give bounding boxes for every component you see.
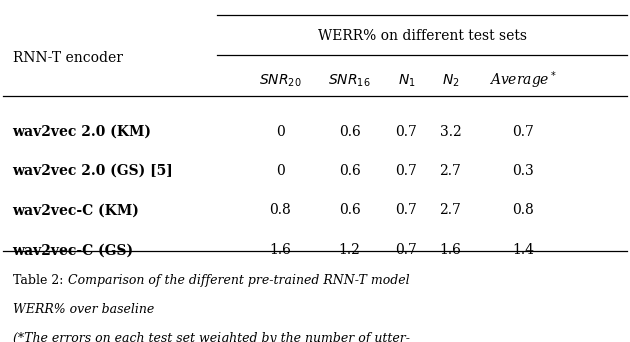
Text: 1.4: 1.4 bbox=[512, 244, 534, 257]
Text: 0.6: 0.6 bbox=[339, 203, 360, 217]
Text: 0.3: 0.3 bbox=[512, 164, 534, 178]
Text: 0.7: 0.7 bbox=[396, 125, 417, 139]
Text: 0.8: 0.8 bbox=[512, 203, 534, 217]
Text: 0.7: 0.7 bbox=[396, 244, 417, 257]
Text: 2.7: 2.7 bbox=[440, 203, 461, 217]
Text: 0.8: 0.8 bbox=[270, 203, 291, 217]
Text: wav2vec 2.0 (GS) [5]: wav2vec 2.0 (GS) [5] bbox=[13, 164, 173, 178]
Text: 0.7: 0.7 bbox=[396, 164, 417, 178]
Text: $SNR_{16}$: $SNR_{16}$ bbox=[328, 72, 371, 89]
Text: 0.7: 0.7 bbox=[396, 203, 417, 217]
Text: RNN-T encoder: RNN-T encoder bbox=[13, 51, 123, 65]
Text: 0.7: 0.7 bbox=[512, 125, 534, 139]
Text: 1.2: 1.2 bbox=[339, 244, 360, 257]
Text: 0.6: 0.6 bbox=[339, 125, 360, 139]
Text: WERR% on different test sets: WERR% on different test sets bbox=[318, 29, 527, 43]
Text: 3.2: 3.2 bbox=[440, 125, 461, 139]
Text: WERR% over baseline: WERR% over baseline bbox=[13, 303, 154, 316]
Text: 1.6: 1.6 bbox=[270, 244, 291, 257]
Text: 0.6: 0.6 bbox=[339, 164, 360, 178]
Text: wav2vec-C (KM): wav2vec-C (KM) bbox=[13, 203, 139, 217]
Text: Average$^*$: Average$^*$ bbox=[489, 69, 557, 91]
Text: $N_2$: $N_2$ bbox=[442, 72, 459, 89]
Text: wav2vec 2.0 (KM): wav2vec 2.0 (KM) bbox=[13, 125, 152, 139]
Text: $N_1$: $N_1$ bbox=[398, 72, 415, 89]
Text: Comparison of the different pre-trained RNN-T model: Comparison of the different pre-trained … bbox=[68, 274, 410, 287]
Text: 1.6: 1.6 bbox=[440, 244, 461, 257]
Text: 0: 0 bbox=[276, 164, 285, 178]
Text: 2.7: 2.7 bbox=[440, 164, 461, 178]
Text: $SNR_{20}$: $SNR_{20}$ bbox=[259, 72, 302, 89]
Text: (*The errors on each test set weighted by the number of utter-: (*The errors on each test set weighted b… bbox=[13, 332, 410, 342]
Text: Table 2:: Table 2: bbox=[13, 274, 67, 287]
Text: wav2vec-C (GS): wav2vec-C (GS) bbox=[13, 244, 134, 257]
Text: 0: 0 bbox=[276, 125, 285, 139]
